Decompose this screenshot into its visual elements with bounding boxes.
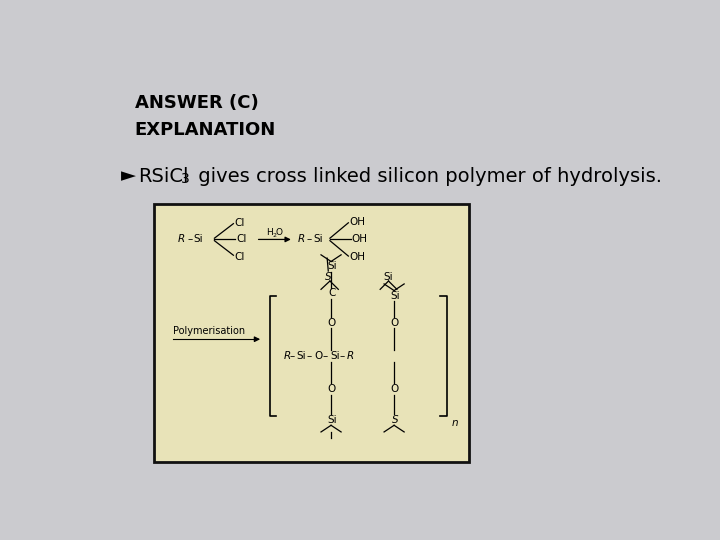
- Text: Si: Si: [328, 261, 338, 272]
- Text: R: R: [178, 234, 186, 245]
- Text: n: n: [451, 418, 458, 428]
- Text: OH: OH: [349, 217, 366, 227]
- Text: O: O: [328, 384, 336, 394]
- Text: C: C: [329, 288, 336, 299]
- Text: Si: Si: [297, 351, 306, 361]
- Text: R: R: [347, 351, 354, 361]
- Bar: [154, 204, 469, 462]
- Text: Si: Si: [391, 291, 400, 301]
- Text: gives cross linked silicon polymer of hydrolysis.: gives cross linked silicon polymer of hy…: [192, 167, 662, 186]
- Text: H: H: [266, 228, 273, 237]
- Text: RSiCl: RSiCl: [138, 167, 189, 186]
- Text: –: –: [323, 351, 328, 361]
- Text: –: –: [340, 351, 345, 361]
- Text: Cl: Cl: [236, 234, 246, 245]
- Text: –: –: [307, 351, 312, 361]
- Text: Si: Si: [383, 272, 392, 282]
- Text: 2: 2: [272, 233, 276, 238]
- Text: OH: OH: [349, 252, 366, 262]
- Text: –: –: [187, 234, 192, 245]
- Text: –: –: [307, 234, 312, 245]
- Text: EXPLANATION: EXPLANATION: [135, 121, 276, 139]
- Text: 3: 3: [181, 172, 189, 186]
- Text: Si: Si: [194, 234, 204, 245]
- Text: R: R: [284, 351, 292, 361]
- Text: Cl: Cl: [235, 252, 245, 262]
- Text: S: S: [325, 272, 331, 282]
- Text: R: R: [297, 234, 305, 245]
- Text: O: O: [391, 384, 399, 394]
- Text: Cl: Cl: [235, 218, 245, 228]
- Text: O: O: [391, 318, 399, 328]
- Text: Polymerisation: Polymerisation: [173, 326, 245, 336]
- Text: ►: ►: [121, 167, 135, 186]
- Text: Si: Si: [313, 234, 323, 245]
- Text: O: O: [276, 228, 283, 237]
- Text: O: O: [328, 318, 336, 328]
- Text: Si: Si: [330, 351, 340, 361]
- Text: Si: Si: [328, 415, 338, 426]
- Text: –: –: [290, 351, 295, 361]
- Text: S: S: [392, 415, 398, 426]
- Text: OH: OH: [351, 234, 368, 245]
- Text: ANSWER (C): ANSWER (C): [135, 94, 258, 112]
- Text: O: O: [315, 351, 323, 361]
